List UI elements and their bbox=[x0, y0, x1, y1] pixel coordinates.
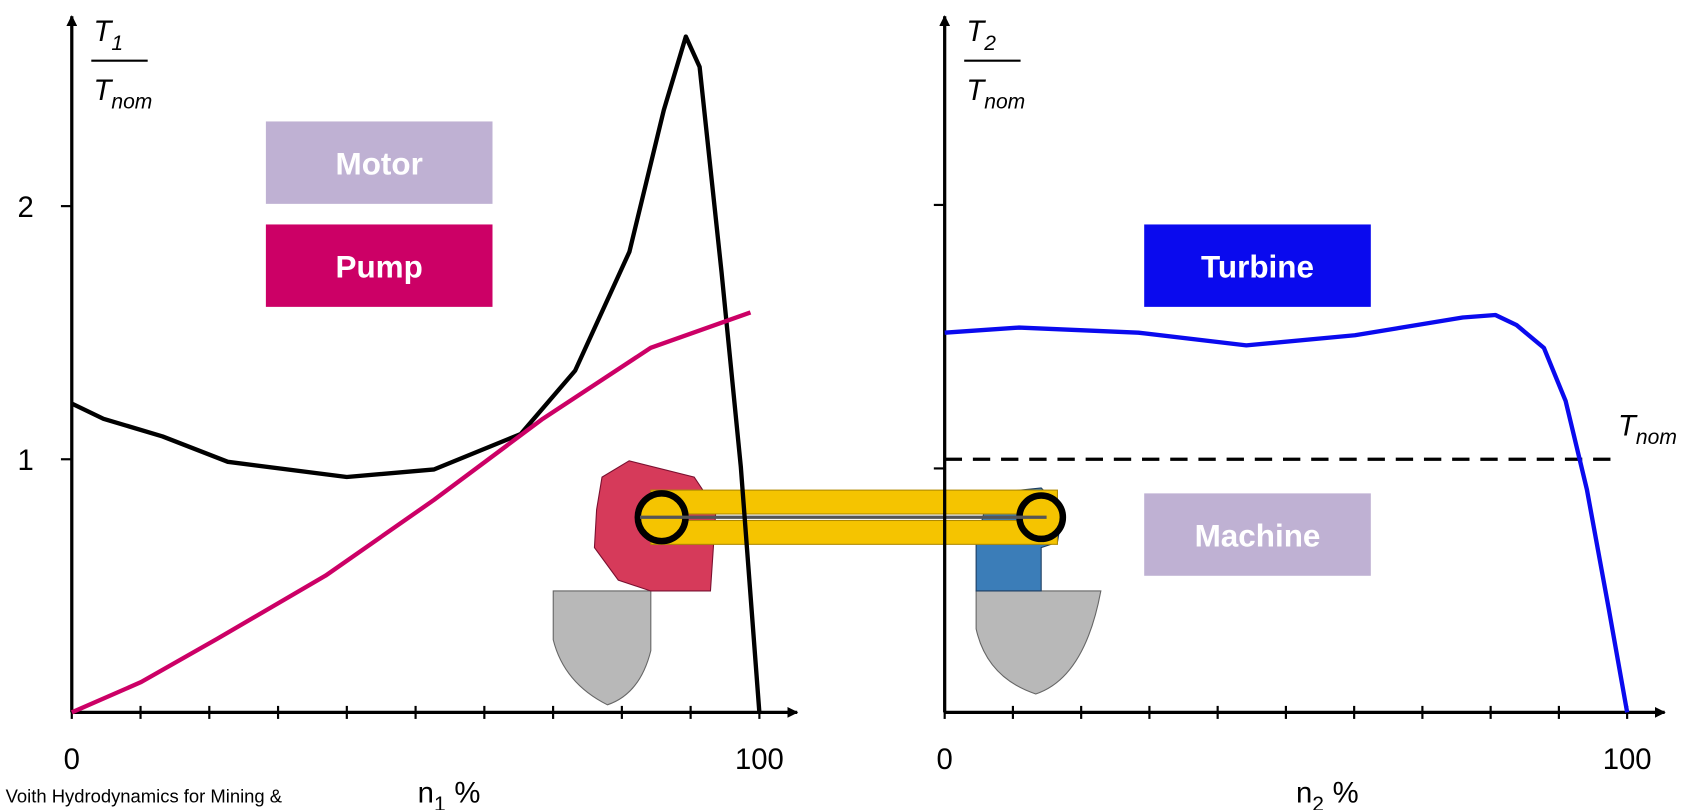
y-label-denominator: Tnom bbox=[93, 75, 152, 114]
legend-label: Pump bbox=[336, 250, 423, 285]
chart: Voith Hydrodynamics for Mining & 010012T… bbox=[0, 0, 1692, 810]
y-label-denominator-sub: nom bbox=[984, 90, 1025, 113]
x-label-sub: 1 bbox=[434, 793, 446, 810]
x-label-suffix: % bbox=[454, 777, 480, 809]
x-tick-label: 100 bbox=[1603, 744, 1652, 776]
x-tick-label: 0 bbox=[64, 744, 80, 776]
x-label-base: n bbox=[1296, 777, 1312, 809]
x-label: n1% bbox=[418, 777, 481, 810]
footer: Voith Hydrodynamics for Mining & bbox=[6, 785, 282, 806]
reference-label-sub: nom bbox=[1636, 426, 1677, 449]
coupling-illustration bbox=[553, 461, 1101, 705]
legend-label: Motor bbox=[336, 147, 423, 182]
y-tick-label: 1 bbox=[18, 445, 34, 477]
x-label-suffix: % bbox=[1333, 777, 1359, 809]
page: {"chart_data": [ {"type": "line", "y_lab… bbox=[0, 0, 1692, 810]
legend-label: Machine bbox=[1195, 519, 1321, 554]
x-tick-label: 0 bbox=[937, 744, 953, 776]
legend-label: Turbine bbox=[1201, 250, 1314, 285]
y-label-numerator: T1 bbox=[93, 16, 123, 55]
y-label-numerator-sub: 1 bbox=[111, 32, 123, 55]
x-tick-label: 100 bbox=[735, 744, 784, 776]
y-label-denominator: Tnom bbox=[966, 75, 1025, 114]
y-label-numerator: T2 bbox=[966, 16, 996, 55]
y-label-numerator-sub: 2 bbox=[983, 32, 996, 55]
x-label: n2% bbox=[1296, 777, 1359, 810]
x-label-base: n bbox=[418, 777, 434, 809]
reference-label: Tnom bbox=[1618, 410, 1677, 449]
y-label-denominator-sub: nom bbox=[111, 90, 152, 113]
x-label-sub: 2 bbox=[1312, 793, 1324, 810]
y-tick-label: 2 bbox=[18, 192, 34, 224]
